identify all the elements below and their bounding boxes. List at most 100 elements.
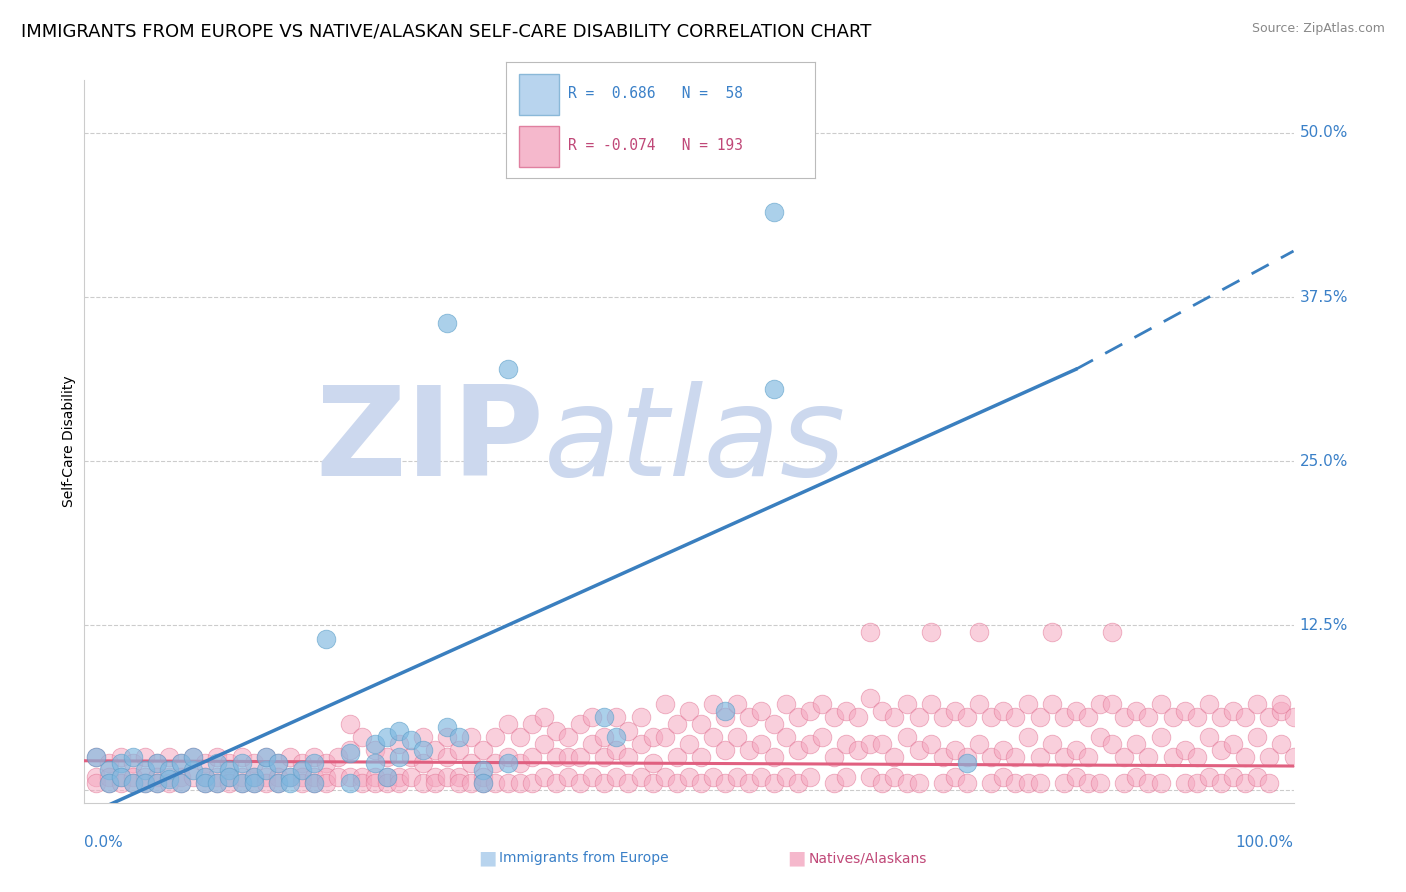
Point (943, 770, 966, 784)
Point (170, 756, 193, 771)
Point (484, 776, 506, 790)
Point (896, 698, 918, 712)
Point (449, 730, 471, 744)
Point (121, 770, 143, 784)
Point (146, 770, 169, 784)
Point (254, 770, 277, 784)
Point (302, 749, 325, 764)
Point (146, 776, 169, 790)
Point (339, 776, 361, 790)
Text: ZIP: ZIP (315, 381, 544, 502)
Point (762, 204, 785, 219)
Point (1101, 737, 1123, 751)
Point (593, 776, 616, 790)
Point (896, 776, 918, 790)
Point (665, 749, 688, 764)
Point (1282, 749, 1305, 764)
Point (110, 756, 132, 771)
Point (1209, 710, 1232, 724)
Point (1209, 776, 1232, 790)
Point (1198, 730, 1220, 744)
Point (665, 776, 688, 790)
Point (436, 749, 458, 764)
Point (388, 723, 411, 738)
Point (702, 770, 724, 784)
Point (1185, 776, 1208, 790)
Point (134, 776, 156, 790)
Point (581, 710, 603, 724)
Point (352, 770, 374, 784)
Point (605, 710, 627, 724)
Point (1161, 710, 1184, 724)
Bar (519, 74, 558, 114)
Point (569, 717, 592, 731)
Point (146, 756, 169, 771)
Point (786, 710, 808, 724)
Point (920, 625, 942, 640)
Point (993, 770, 1015, 784)
Point (412, 743, 434, 757)
Point (593, 710, 616, 724)
Point (932, 710, 955, 724)
Point (352, 776, 374, 790)
Point (751, 704, 773, 718)
Point (1222, 704, 1244, 718)
Point (110, 749, 132, 764)
Point (920, 698, 942, 712)
Point (980, 749, 1002, 764)
Point (207, 776, 229, 790)
Point (956, 749, 979, 764)
Point (641, 776, 664, 790)
Point (1270, 698, 1292, 712)
Text: 50.0%: 50.0% (1299, 126, 1348, 140)
Point (1149, 776, 1171, 790)
Point (967, 698, 990, 712)
Point (242, 776, 264, 790)
Point (110, 776, 132, 790)
Point (617, 723, 640, 738)
Point (1222, 737, 1244, 751)
Point (846, 710, 869, 724)
Point (449, 743, 471, 757)
Point (544, 723, 567, 738)
Point (630, 737, 652, 751)
Point (630, 710, 652, 724)
Point (1004, 776, 1026, 790)
Point (291, 770, 314, 784)
Point (738, 710, 761, 724)
Point (678, 704, 700, 718)
Point (654, 770, 676, 784)
Point (1198, 698, 1220, 712)
Point (472, 743, 495, 757)
Point (533, 770, 555, 784)
Point (194, 756, 217, 771)
Point (134, 749, 156, 764)
Point (702, 698, 724, 712)
Point (581, 770, 603, 784)
Point (423, 770, 446, 784)
Point (121, 749, 143, 764)
Point (170, 756, 193, 771)
Text: atlas: atlas (544, 381, 846, 502)
Point (1114, 710, 1136, 724)
Point (799, 737, 821, 751)
Point (218, 776, 240, 790)
Point (617, 749, 640, 764)
Point (702, 730, 724, 744)
Point (775, 698, 797, 712)
Point (231, 749, 253, 764)
Point (278, 749, 301, 764)
Point (1222, 770, 1244, 784)
Point (449, 776, 471, 790)
Point (751, 770, 773, 784)
Point (181, 749, 204, 764)
Point (557, 770, 579, 784)
Point (460, 776, 482, 790)
Point (1258, 749, 1281, 764)
Point (194, 770, 217, 784)
Point (242, 756, 264, 771)
Point (181, 749, 204, 764)
Y-axis label: Self-Care Disability: Self-Care Disability (62, 376, 76, 508)
Point (86, 749, 108, 764)
Point (835, 737, 858, 751)
